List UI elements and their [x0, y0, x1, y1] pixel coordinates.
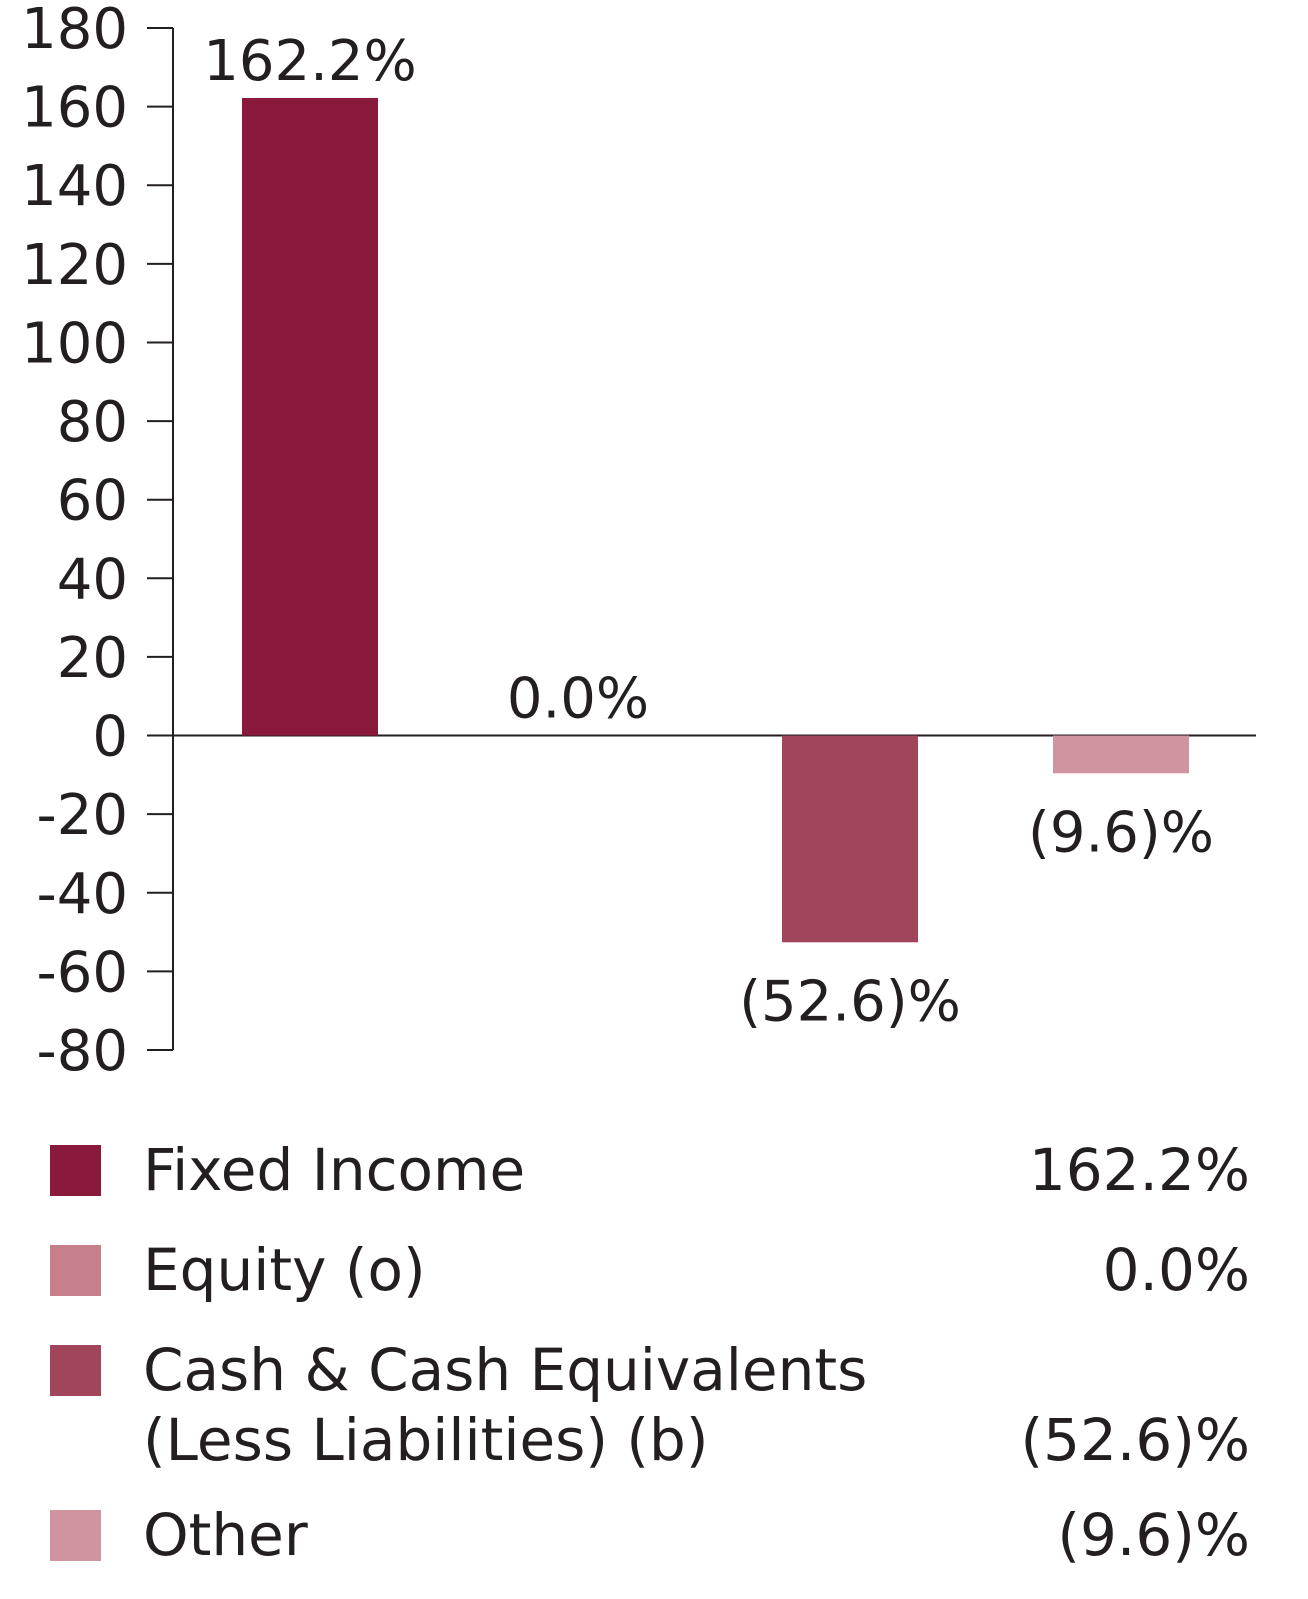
y-tick-label: 0 [92, 705, 128, 770]
legend-value: (9.6)% [1057, 1501, 1250, 1569]
bar-chart: 180 160 140 120 100 80 60 40 20 0 -20 -40 -60 -80 162… [21, 0, 1256, 1084]
bar [1053, 735, 1189, 774]
y-tick-label: 140 [21, 154, 128, 219]
y-tick-label: 60 [57, 469, 128, 534]
y-axis: 180 160 140 120 100 80 60 40 20 0 -20 -40 -60 -80 [21, 0, 1256, 1084]
data-labels: 162.2% 0.0% (52.6)% (9.6)% [203, 29, 1214, 1034]
legend-item-fixed-income: Fixed Income 162.2% [50, 1135, 1250, 1205]
y-tick-label: 80 [57, 390, 128, 455]
legend-item-equity: Equity (o) 0.0% [50, 1235, 1250, 1305]
legend-swatch [50, 1510, 101, 1561]
y-tick-label: 180 [21, 0, 128, 62]
y-tick-label: 40 [57, 547, 128, 612]
y-tick-label: 160 [21, 76, 128, 141]
legend-swatch [50, 1145, 101, 1196]
legend-swatch [50, 1345, 101, 1396]
legend-value: 0.0% [1102, 1236, 1250, 1304]
y-tick-label: -20 [37, 783, 128, 848]
legend-label: Cash & Cash Equivalents (Less Liabilitie… [143, 1336, 868, 1474]
bar [242, 97, 378, 736]
legend-label: Equity (o) [143, 1236, 426, 1304]
y-tick-label: -60 [37, 940, 128, 1005]
data-label: 162.2% [203, 29, 417, 94]
data-label: (52.6)% [739, 969, 961, 1034]
y-tick-label: -80 [37, 1019, 128, 1084]
bar [782, 735, 918, 943]
y-tick-label: 100 [21, 311, 128, 376]
legend-item-cash: Cash & Cash Equivalents (Less Liabilitie… [50, 1335, 1250, 1475]
y-tick-label: 120 [21, 233, 128, 298]
legend-value: 162.2% [1028, 1136, 1250, 1204]
data-label: 0.0% [507, 667, 649, 732]
y-tick-label: -40 [37, 862, 128, 927]
legend-item-other: Other (9.6)% [50, 1500, 1250, 1570]
bars [242, 97, 1189, 943]
y-tick-label: 20 [57, 626, 128, 691]
legend-label: Fixed Income [143, 1136, 526, 1204]
data-label: (9.6)% [1028, 800, 1214, 865]
legend-swatch [50, 1245, 101, 1296]
legend-label: Other [143, 1501, 308, 1569]
legend-value: (52.6)% [1020, 1406, 1250, 1474]
